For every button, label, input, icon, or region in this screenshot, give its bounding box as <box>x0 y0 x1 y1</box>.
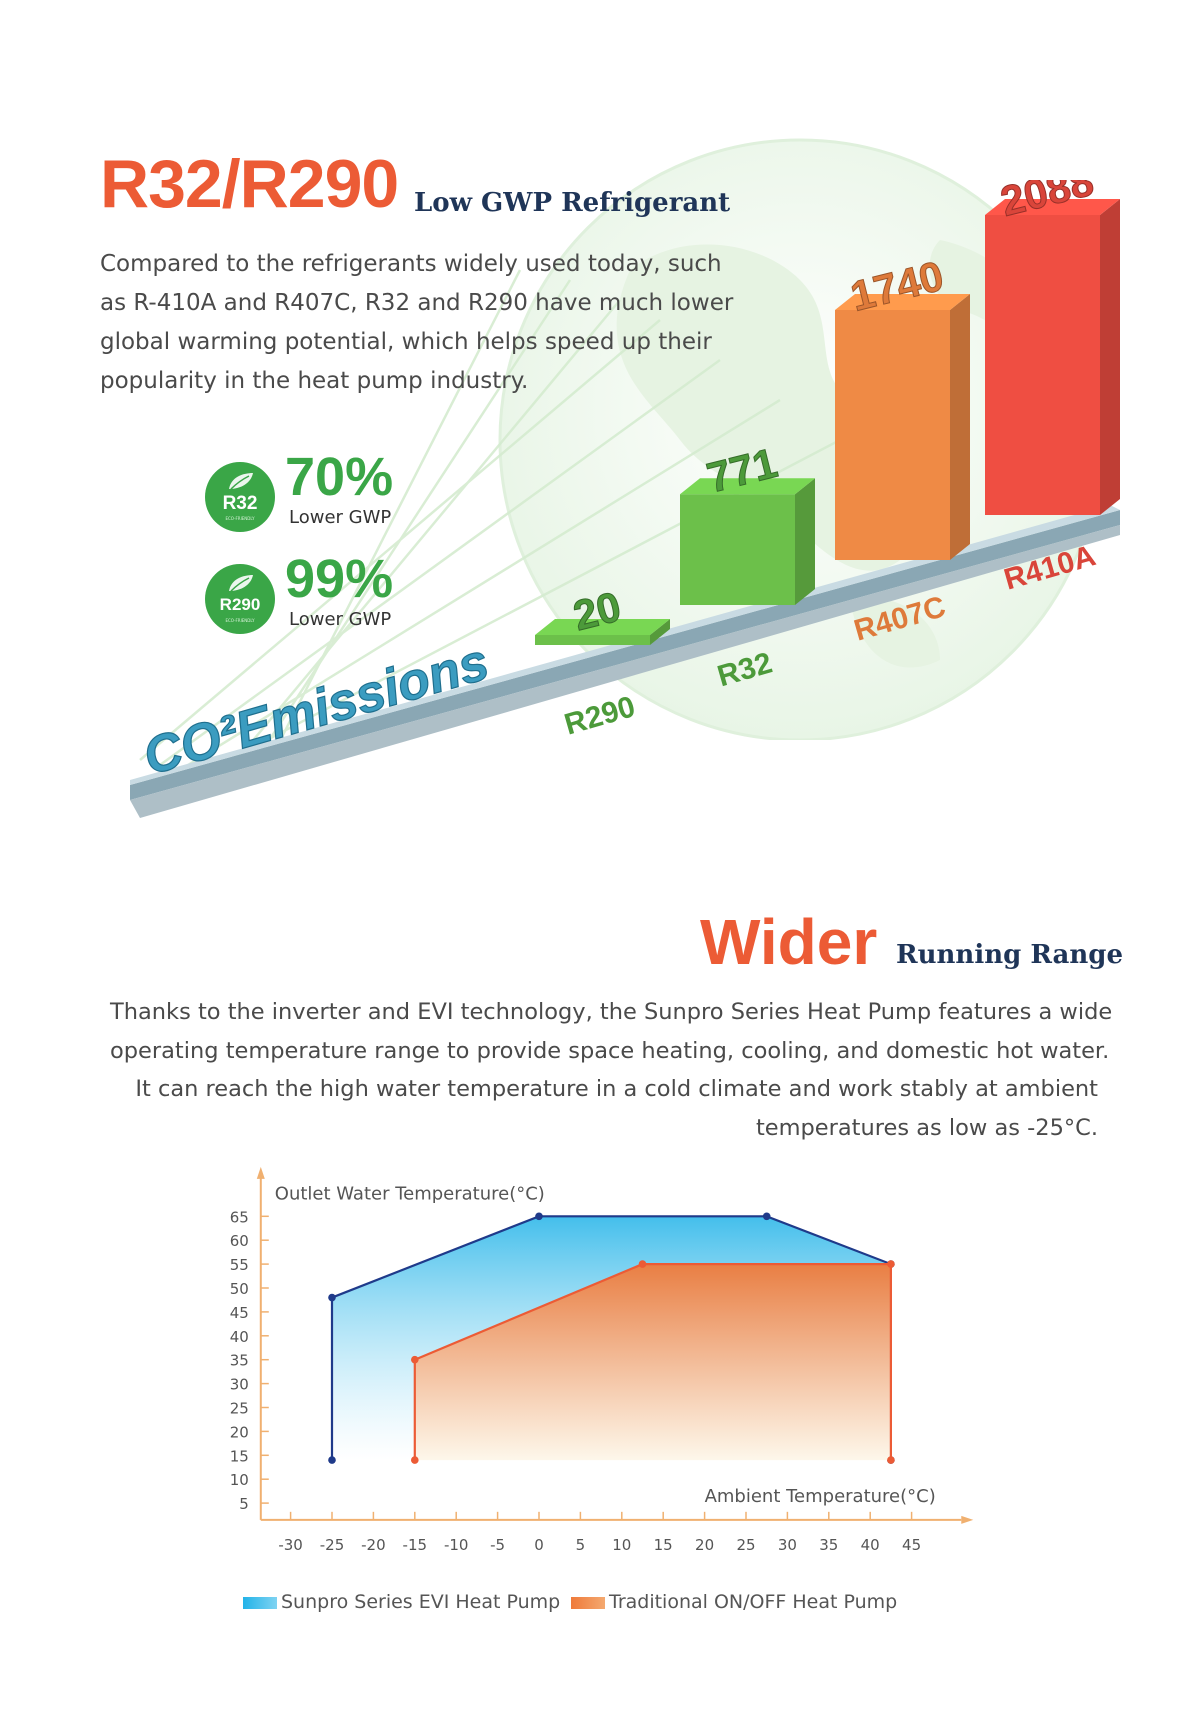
description-line: temperatures as low as -25°C. <box>755 1114 1098 1141</box>
x-tick-label: -30 <box>278 1536 303 1554</box>
y-axis-arrow <box>256 1166 265 1179</box>
leaf-icon <box>229 575 253 592</box>
y-tick-label: 30 <box>230 1376 249 1394</box>
r32-eco-badge: R32 ECO-FRIENDLY <box>205 462 275 532</box>
y-tick-label: 25 <box>230 1400 249 1418</box>
x-tick-label: -5 <box>490 1536 505 1554</box>
bar-front <box>835 310 950 560</box>
x-tick-label: 15 <box>654 1536 673 1554</box>
y-tick-label: 15 <box>230 1447 249 1465</box>
running-range-subtitle: Running Range <box>896 940 1124 970</box>
legend-label: Sunpro Series EVI Heat Pump <box>281 1591 561 1613</box>
series-area <box>414 1264 891 1461</box>
description-line: Thanks to the inverter and EVI technolog… <box>110 999 1113 1025</box>
bar-R290: 20 R290 <box>535 582 670 742</box>
r32-percent-label: Lower GWP <box>289 507 392 528</box>
series-point <box>887 1456 895 1464</box>
bar-side <box>1100 199 1120 515</box>
x-axis-arrow <box>961 1515 974 1524</box>
r290-percent: 99% <box>285 549 394 609</box>
legend-swatch <box>243 1597 277 1609</box>
refrigerant-title: R32/R290 <box>100 146 399 222</box>
x-tick-label: 5 <box>576 1536 586 1554</box>
badge-name: R290 <box>219 595 261 614</box>
bar-top <box>985 199 1120 215</box>
x-tick-label: 0 <box>534 1536 544 1554</box>
r32-badge-row: R32 ECO-FRIENDLY 70% Lower GWP <box>205 450 465 540</box>
x-tick-label: 40 <box>861 1536 880 1554</box>
refrigerant-subtitle: Low GWP Refrigerant <box>414 188 731 218</box>
series-point <box>328 1456 336 1464</box>
x-tick-label: 45 <box>902 1536 921 1554</box>
series-point <box>411 1355 419 1364</box>
series-point <box>762 1212 771 1221</box>
badge-name: R32 <box>222 493 258 514</box>
y-tick-label: 10 <box>230 1471 249 1489</box>
r290-eco-badge: R290 ECO-FRIENDLY <box>205 564 275 634</box>
x-tick-label: 35 <box>819 1536 838 1554</box>
series-point <box>328 1293 336 1302</box>
badge-eco-text: ECO-FRIENDLY <box>225 516 255 521</box>
series-point <box>887 1260 895 1268</box>
y-tick-label: 60 <box>230 1232 249 1250</box>
y-tick-label: 40 <box>230 1328 249 1346</box>
bar-side <box>795 478 815 605</box>
bar-front <box>985 215 1100 515</box>
leaf-icon <box>229 473 253 490</box>
description-line: It can reach the high water temperature … <box>135 1076 1098 1102</box>
y-tick-label: 5 <box>239 1495 249 1513</box>
y-tick-label: 35 <box>230 1352 249 1370</box>
x-tick-label: -15 <box>403 1536 428 1554</box>
x-tick-label: -20 <box>361 1536 386 1554</box>
y-tick-label: 65 <box>230 1208 249 1226</box>
bar-category-label: R290 <box>561 690 639 741</box>
running-range-description: Thanks to the inverter and EVI technolog… <box>110 993 1112 1147</box>
x-tick-label: -25 <box>320 1536 345 1554</box>
bar-top <box>680 478 815 495</box>
r32-percent: 70% <box>285 447 394 507</box>
y-tick-label: 55 <box>230 1256 249 1274</box>
x-tick-label: -10 <box>444 1536 469 1554</box>
gwp-bar-chart: CO²Emissions20R290771R321740R407C2088R41… <box>130 180 1120 818</box>
x-tick-label: 30 <box>778 1536 797 1554</box>
legend-item-sunpro: Sunpro Series EVI Heat Pump <box>243 1591 560 1613</box>
bar-category-label: R32 <box>714 646 776 693</box>
bar-front <box>535 635 650 645</box>
r290-percent-label: Lower GWP <box>289 609 392 630</box>
y-tick-label: 50 <box>230 1280 249 1298</box>
chart-platform <box>130 505 1120 818</box>
badge-eco-text: ECO-FRIENDLY <box>225 618 255 623</box>
running-range-title: Wider <box>700 906 878 978</box>
series-point <box>411 1456 419 1464</box>
bar-side <box>650 619 670 645</box>
y-axis-label: Outlet Water Temperature(°C) <box>275 1184 545 1205</box>
series-point <box>535 1212 543 1221</box>
bar-front <box>680 494 795 605</box>
series-traditional <box>411 1260 895 1464</box>
y-tick-label: 20 <box>230 1423 249 1441</box>
y-tick-label: 45 <box>230 1304 249 1322</box>
bar-value-label: 20 <box>569 582 626 639</box>
x-tick-label: 10 <box>612 1536 631 1554</box>
bar-side <box>950 294 970 560</box>
bar-top <box>535 619 670 635</box>
x-tick-label: 25 <box>736 1536 755 1554</box>
legend-item-traditional: Traditional ON/OFF Heat Pump <box>571 1591 897 1613</box>
x-tick-label: 20 <box>695 1536 714 1554</box>
r290-badge-row: R290 ECO-FRIENDLY 99% Lower GWP <box>205 552 465 642</box>
bar-top <box>835 294 970 310</box>
legend-swatch <box>571 1597 605 1609</box>
refrigerant-description: Compared to the refrigerants widely used… <box>100 251 734 394</box>
legend-label: Traditional ON/OFF Heat Pump <box>609 1591 898 1613</box>
description-line: operating temperature range to provide s… <box>110 1037 1110 1064</box>
series-point <box>638 1260 647 1268</box>
x-axis-label: Ambient Temperature(°C) <box>705 1486 936 1507</box>
